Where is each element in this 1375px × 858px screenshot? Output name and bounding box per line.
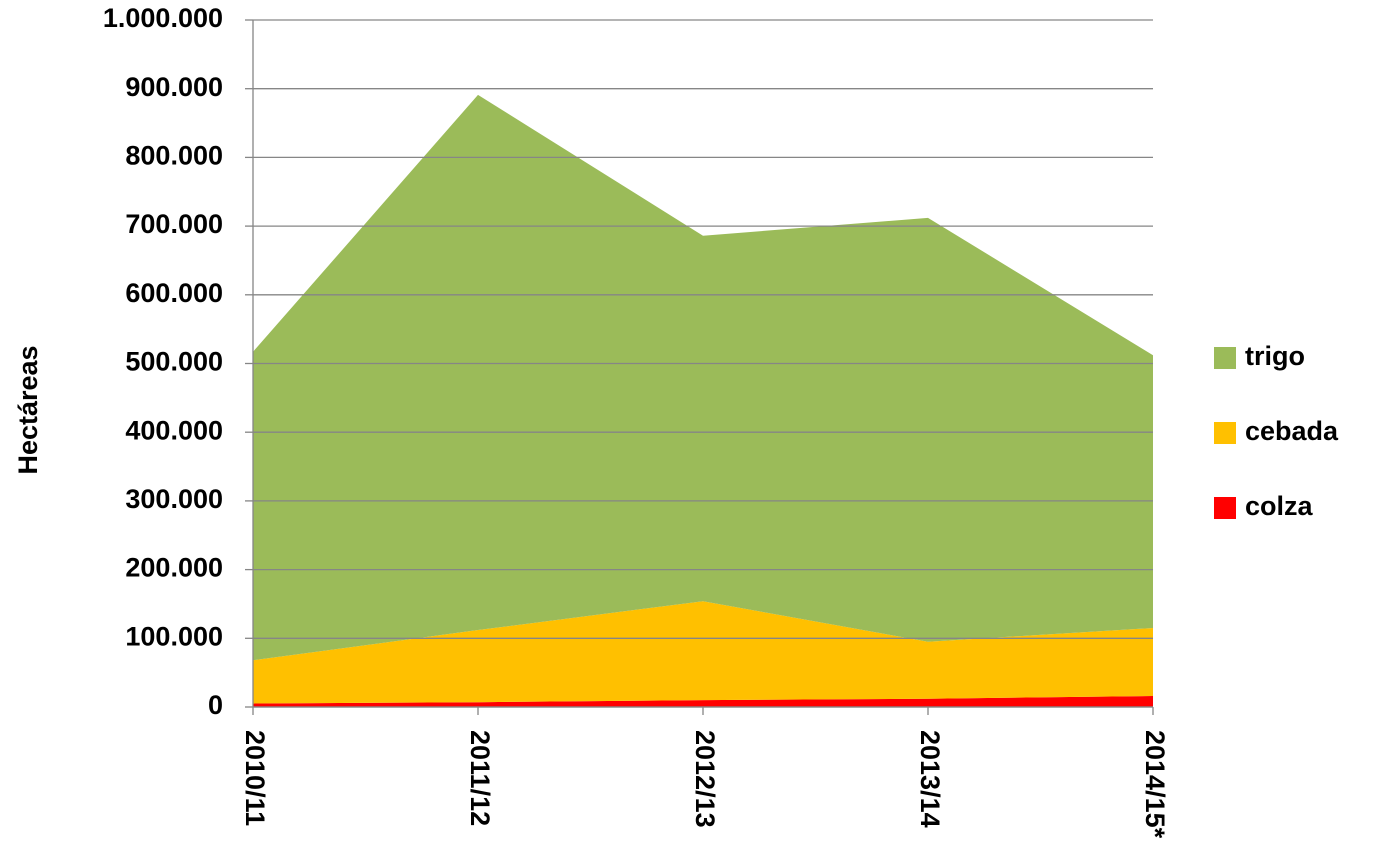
legend-label: colza [1245,491,1314,521]
y-tick-label: 200.000 [125,553,223,583]
y-tick-label: 500.000 [125,347,223,377]
y-tick-label: 400.000 [125,415,223,445]
y-tick-label: 700.000 [125,209,223,239]
y-tick-label: 100.000 [125,621,223,651]
area [253,94,1153,661]
legend-label: cebada [1245,416,1339,446]
y-tick-label: 900.000 [125,72,223,102]
x-tick-label: 2011/12 [465,730,495,826]
y-tick-label: 300.000 [125,484,223,514]
legend-label: trigo [1245,341,1305,371]
legend-swatch [1214,422,1236,444]
x-tick-label: 2010/11 [240,730,270,826]
y-tick-label: 1.000.000 [103,3,223,33]
legend-swatch [1214,347,1236,369]
x-tick-label: 2012/13 [690,730,720,828]
y-tick-label: 600.000 [125,278,223,308]
y-tick-label: 800.000 [125,141,223,171]
area [253,601,1153,704]
y-axis-label: Hectáreas [13,345,43,474]
legend-swatch [1214,497,1236,519]
y-tick-label: 0 [208,690,223,720]
x-tick-label: 2014/15* [1140,730,1170,839]
x-tick-label: 2013/14 [915,730,945,828]
